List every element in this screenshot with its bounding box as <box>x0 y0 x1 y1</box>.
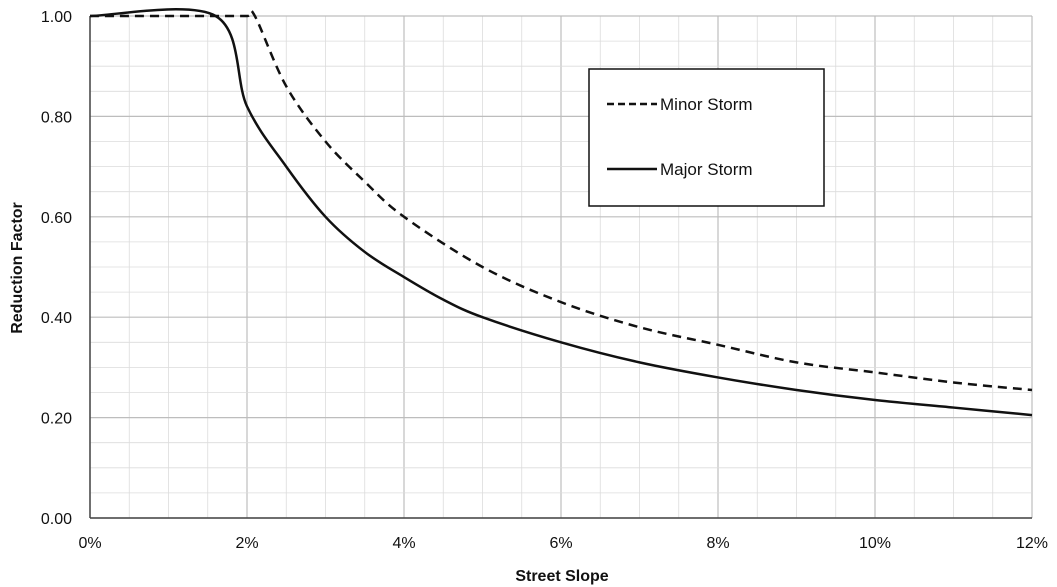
x-tick-label: 10% <box>859 535 891 552</box>
x-tick-label: 0% <box>78 535 101 552</box>
tick-labels: 0% 2% 4% 6% 8% 10% 12% 0.00 0.20 0.40 0.60 0.80 1.00 <box>41 9 1048 552</box>
x-tick-label: 6% <box>549 535 572 552</box>
series-lines <box>89 8 1033 417</box>
x-axis-title: Street Slope <box>515 568 608 585</box>
y-tick-label: 0.80 <box>41 109 72 126</box>
x-tick-label: 2% <box>235 535 258 552</box>
axes <box>89 16 1032 519</box>
series-line-major-storm <box>89 8 1033 417</box>
y-tick-label: 0.00 <box>41 511 72 528</box>
x-tick-label: 12% <box>1016 535 1048 552</box>
y-tick-label: 0.40 <box>41 310 72 327</box>
x-tick-label: 8% <box>706 535 729 552</box>
legend-box <box>588 68 825 207</box>
grid <box>89 15 1033 519</box>
legend-major-label: Major Storm <box>660 160 753 179</box>
series-line-minor-storm <box>89 9 1033 392</box>
legend-minor-label: Minor Storm <box>660 95 753 114</box>
legend: Minor Storm Major Storm <box>588 68 825 207</box>
y-tick-label: 1.00 <box>41 9 72 26</box>
y-axis-title: Reduction Factor <box>9 202 26 334</box>
y-tick-label: 0.60 <box>41 210 72 227</box>
y-tick-label: 0.20 <box>41 411 72 428</box>
x-tick-label: 4% <box>392 535 415 552</box>
